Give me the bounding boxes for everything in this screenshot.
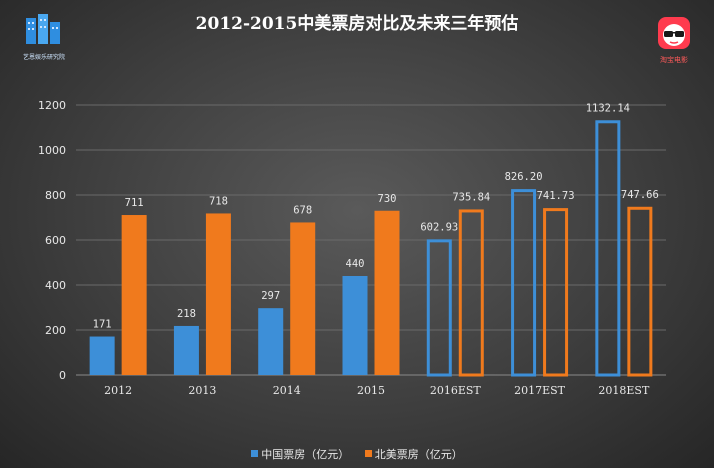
data-label: 218 [177, 308, 196, 320]
data-label: 171 [93, 319, 112, 331]
bar-north-america [374, 210, 400, 375]
x-tick-label: 2015 [357, 384, 385, 397]
y-tick-label: 800 [45, 189, 66, 202]
x-tick-label: 2017EST [514, 384, 566, 397]
taobao-movie-logo: 淘宝电影 [652, 16, 696, 66]
legend-item-china: 中国票房（亿元） [251, 446, 349, 462]
data-label: 735.84 [452, 191, 490, 203]
bar-north-america [121, 215, 147, 375]
data-label: 297 [261, 290, 280, 302]
legend-label-china: 中国票房（亿元） [261, 448, 350, 461]
legend-item-north-america: 北美票房（亿元） [364, 446, 463, 462]
x-tick-label: 2012 [104, 384, 132, 397]
y-tick-label: 1200 [38, 99, 66, 112]
data-label: 741.73 [537, 190, 575, 202]
bar-china-estimate [426, 239, 452, 377]
y-tick-label: 1000 [38, 144, 66, 157]
data-label: 747.66 [621, 189, 659, 201]
building-logo-icon [26, 14, 60, 44]
bar-north-america-estimate [458, 209, 484, 377]
data-label: 711 [125, 197, 144, 209]
bar-north-america-estimate [627, 206, 653, 377]
x-tick-label: 2014 [273, 384, 301, 397]
data-label: 1132.14 [586, 102, 630, 114]
data-label: 678 [293, 204, 312, 216]
legend: 中国票房（亿元） 北美票房（亿元） [0, 446, 714, 462]
x-tick-label: 2018EST [598, 384, 650, 397]
y-tick-label: 0 [59, 369, 66, 382]
logo-right-caption: 淘宝电影 [660, 56, 688, 64]
bar-china [258, 308, 284, 375]
bar-north-america [290, 222, 316, 375]
bar-china [173, 325, 199, 375]
chart-title: 2012-2015中美票房对比及未来三年预估 [195, 14, 519, 34]
data-label: 730 [378, 193, 397, 205]
logo-left-caption: 艺恩娱乐研究院 [22, 54, 65, 61]
movie-app-icon [658, 17, 690, 49]
data-label: 440 [346, 258, 365, 270]
bar-china [89, 336, 115, 375]
x-tick-label: 2013 [188, 384, 216, 397]
bar-north-america [205, 213, 231, 375]
y-tick-label: 200 [45, 324, 66, 337]
data-label: 602.93 [420, 221, 458, 233]
y-tick-label: 600 [45, 234, 66, 247]
legend-swatch-north-america [364, 450, 372, 457]
y-tick-label: 400 [45, 279, 66, 292]
x-tick-label: 2016EST [430, 384, 482, 397]
data-label: 718 [209, 195, 228, 207]
data-label: 826.20 [505, 171, 543, 183]
bar-china-estimate [595, 120, 621, 377]
legend-label-north-america: 北美票房（亿元） [374, 448, 463, 461]
legend-swatch-china [251, 450, 259, 457]
bar-north-america-estimate [543, 208, 569, 377]
research-institute-logo: 艺恩娱乐研究院 [18, 14, 70, 64]
bar-china [342, 276, 368, 375]
bar-china-estimate [511, 189, 537, 377]
